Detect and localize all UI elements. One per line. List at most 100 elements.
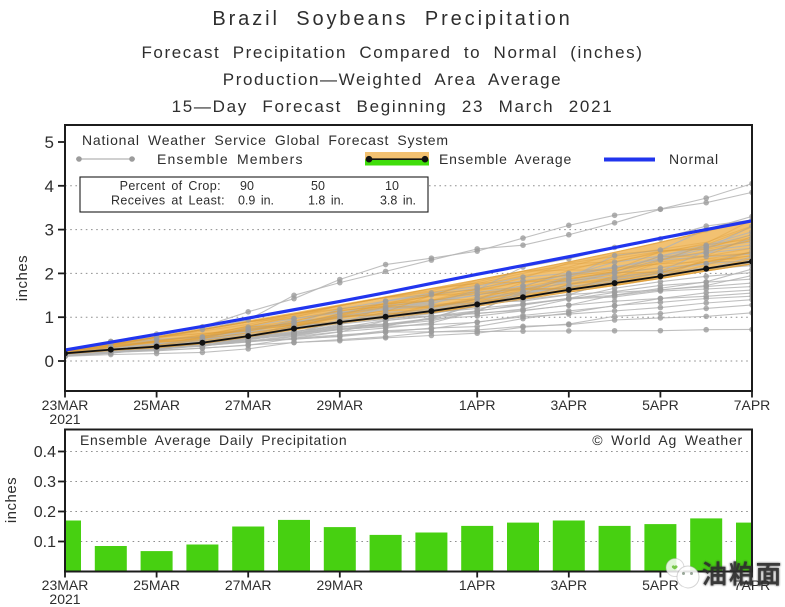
legend-title: National Weather Service Global Forecast… (82, 132, 449, 148)
bottom-panel-frame (64, 428, 753, 573)
member-dot (703, 313, 709, 320)
member-dot (703, 195, 709, 201)
x-tick-label: 5APR (642, 397, 679, 413)
y-tick-label: 2 (45, 264, 54, 283)
member-dot (428, 302, 435, 309)
credit-label: © World Ag Weather (592, 432, 743, 448)
average-dot (291, 325, 297, 332)
y-tick-label: 1 (45, 308, 54, 327)
strand-line (65, 238, 752, 353)
precip-bar (323, 527, 356, 572)
crop-stats-row2-value: 0.9 in. (238, 194, 274, 208)
strand-line (65, 255, 752, 353)
average-dot (428, 308, 435, 315)
member-dot (337, 309, 343, 315)
bottom-panel: Ensemble Average Daily Precipitation © Wo… (3, 428, 770, 607)
y-tick-label: 0.2 (34, 504, 56, 521)
precip-bar (461, 525, 494, 572)
member-dot (245, 326, 251, 333)
crop-stats-row1-label: Percent of Crop: (120, 179, 221, 193)
member-line (65, 191, 752, 353)
member-dot (474, 328, 481, 335)
title-line-4: 15—Day Forecast Beginning 23 March 2021 (171, 97, 614, 116)
member-line (65, 278, 752, 354)
member-line (65, 328, 752, 354)
strand-line (65, 219, 752, 355)
crop-stats-row2-value: 1.8 in. (308, 194, 344, 208)
title-line-1: Brazil Soybeans Precipitation (212, 8, 573, 30)
x-tick-label: 1APR (459, 397, 496, 413)
member-dot (291, 316, 297, 322)
title-line-2: Forecast Precipitation Compared to Norma… (141, 43, 644, 62)
member-dot (611, 302, 618, 309)
member-dot (382, 268, 389, 275)
strand-line (65, 258, 752, 354)
strand-line (65, 239, 752, 353)
member-dot (520, 301, 526, 308)
member-dot (382, 261, 389, 268)
member-dot (199, 349, 206, 356)
member-line (65, 299, 752, 354)
member-dot (428, 292, 435, 298)
strand-line (65, 263, 752, 354)
member-dot (611, 268, 618, 275)
member-dot (474, 285, 481, 292)
member-dot (428, 313, 435, 320)
legend-average-label: Ensemble Average (439, 151, 572, 167)
x-tick-label: 23MAR (42, 577, 89, 593)
member-dot (657, 304, 664, 311)
member-dot (566, 321, 572, 328)
strand-line (65, 261, 752, 355)
x-tick-label: 5APR (642, 577, 679, 593)
strand-line (65, 219, 752, 353)
precip-bar (65, 520, 81, 572)
chart-titles: Brazil Soybeans Precipitation Forecast P… (0, 0, 785, 117)
legend-average-green-swatch (365, 159, 429, 166)
member-dot (520, 277, 526, 284)
x-tick-label: 29MAR (316, 397, 363, 413)
precip-bar (552, 520, 585, 572)
ensemble-envelope-band (65, 219, 752, 354)
x-tick-label: 25MAR (133, 397, 180, 413)
member-dot (474, 289, 481, 296)
member-dot (657, 310, 664, 317)
member-dot (382, 307, 389, 313)
strand-line (65, 247, 752, 352)
member-dot (611, 298, 618, 304)
crop-stats-row1-value: 90 (240, 179, 254, 193)
average-dot (199, 339, 206, 346)
strand-line (65, 252, 752, 352)
member-dot (337, 332, 343, 338)
member-dot (291, 292, 297, 299)
member-dot (520, 235, 526, 241)
strand-line (65, 239, 752, 353)
watermark-text-halo: 油粕面 (702, 560, 783, 589)
x-tick-label: 23MAR (42, 397, 89, 413)
precip-bar (94, 546, 127, 572)
average-dot (153, 343, 160, 350)
average-dot (245, 333, 252, 340)
wechat-bubble-tail (677, 586, 687, 593)
average-dot (520, 294, 526, 301)
precip-bar (736, 522, 752, 572)
member-dot (382, 323, 389, 330)
member-dot (611, 259, 618, 265)
member-dot (703, 300, 709, 306)
x-tick-label: 7APR (734, 397, 771, 413)
member-dot (337, 326, 343, 333)
average-dot (611, 280, 618, 287)
member-dot (566, 222, 572, 229)
member-dot (199, 345, 206, 351)
average-dot (107, 346, 114, 353)
strand-line (65, 251, 752, 354)
member-dot (474, 310, 481, 316)
x-tick-label: 3APR (551, 577, 588, 593)
member-dot (382, 333, 389, 340)
bottom-y-axis-title: inches (3, 477, 20, 523)
member-dot (566, 311, 572, 317)
average-dot (382, 313, 389, 320)
member-dot (657, 257, 664, 263)
member-dot (566, 270, 572, 277)
strand-line (65, 263, 752, 352)
